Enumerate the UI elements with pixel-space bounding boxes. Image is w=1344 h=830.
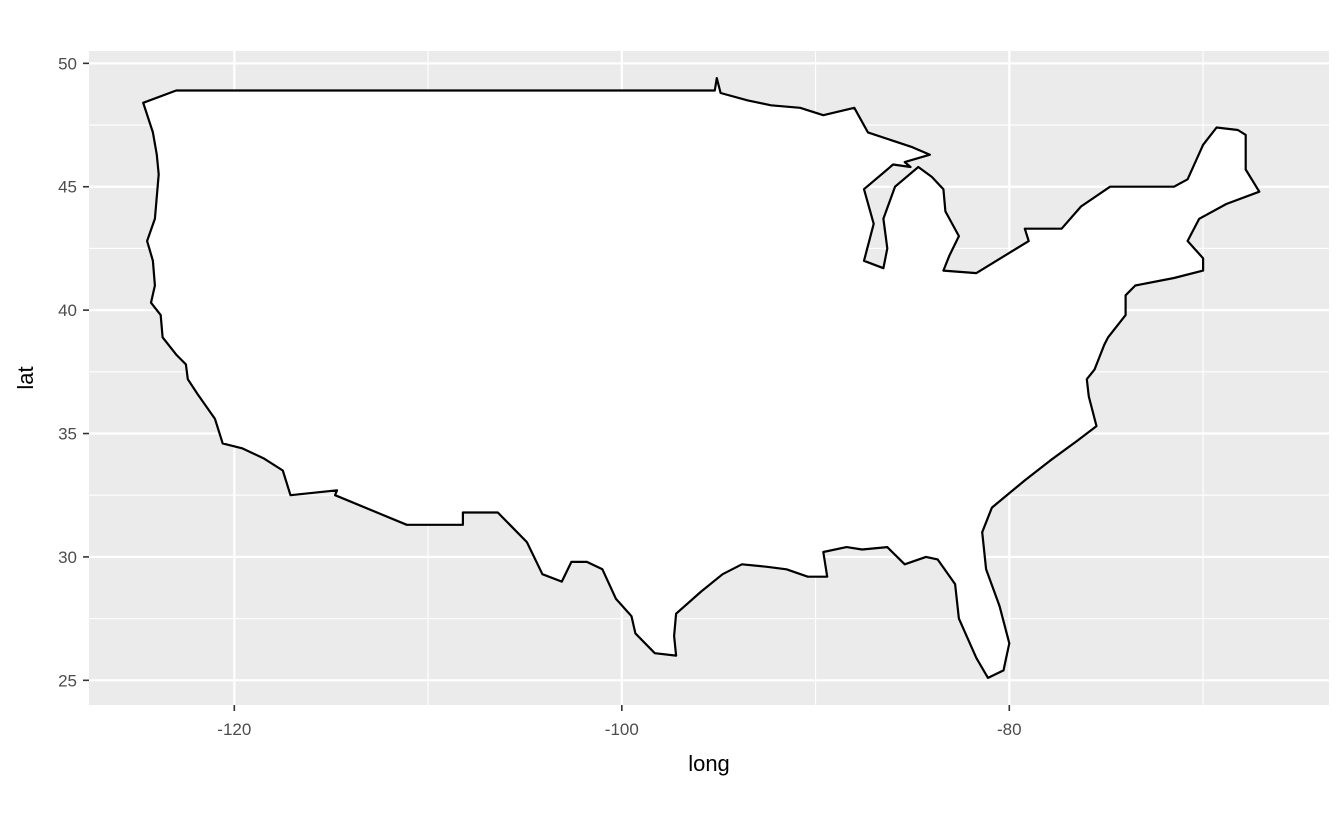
x-tick-label: -120 (217, 720, 251, 739)
us-outline (142, 77, 1261, 679)
x-axis-title: long (688, 751, 730, 776)
y-tick-label: 40 (58, 301, 77, 320)
y-tick-label: 50 (58, 54, 77, 73)
x-axis: -120 -100 -80 (217, 705, 1022, 739)
y-tick-label: 25 (58, 671, 77, 690)
x-tick-label: -100 (605, 720, 639, 739)
y-tick-label: 30 (58, 548, 77, 567)
x-tick-label: -80 (997, 720, 1022, 739)
y-axis: 25 30 35 40 45 50 (58, 54, 89, 690)
y-tick-label: 35 (58, 425, 77, 444)
y-tick-label: 45 (58, 178, 77, 197)
y-axis-title: lat (13, 366, 38, 389)
